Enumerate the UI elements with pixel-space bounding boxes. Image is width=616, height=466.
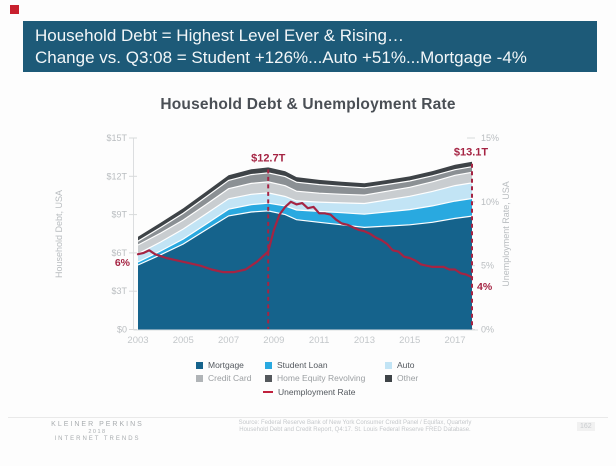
right-tick-label: 15% — [481, 133, 499, 143]
source-line-1: Source: Federal Reserve Bank of New York… — [238, 420, 472, 426]
brand-year: 2018 — [88, 429, 107, 435]
brand-accent-square — [10, 5, 19, 14]
x-tick-label: 2017 — [444, 335, 465, 346]
unemployment-line — [136, 200, 474, 279]
footer-divider — [8, 417, 608, 418]
band-separator — [137, 182, 473, 255]
chart-title: Household Debt & Unemployment Rate — [160, 96, 456, 113]
annotation-peak-q417: $13.1T — [454, 147, 489, 159]
legend-label: Mortgage — [208, 360, 244, 370]
brand-block: KLEINER PERKINS 2018 INTERNET TRENDS — [35, 421, 160, 442]
legend-label: Unemployment Rate — [278, 387, 356, 397]
legend-swatch — [196, 374, 203, 382]
x-tick-label: 2005 — [173, 335, 194, 346]
legend-item-home-equity-revolving: Home Equity Revolving — [265, 373, 365, 383]
legend-swatch — [265, 374, 272, 382]
right-tick-label: 10% — [481, 197, 499, 207]
area-other — [138, 161, 472, 242]
left-axis-title: Household Debt, USA — [54, 190, 64, 278]
left-tick-label: $3T — [111, 286, 127, 296]
source-line-2: Household Debt and Credit Report, Q4:17.… — [239, 427, 471, 433]
band-separator — [137, 210, 473, 266]
area-credit-card — [138, 172, 472, 254]
left-tick-label: $12T — [106, 171, 127, 181]
page-number: 162 — [577, 422, 595, 431]
legend-swatch — [385, 374, 392, 382]
x-tick-label: 2015 — [399, 335, 420, 346]
legend-swatch — [265, 361, 272, 369]
left-tick-label: $6T — [111, 248, 127, 258]
brand-report: INTERNET TRENDS — [54, 436, 141, 442]
x-tick-label: 2009 — [263, 335, 284, 346]
brand-name: KLEINER PERKINS — [51, 421, 144, 428]
legend-item-other: Other — [385, 373, 418, 383]
legend-swatch — [385, 361, 392, 369]
legend-item-auto: Auto — [385, 360, 415, 370]
headline-banner: Household Debt = Highest Level Ever & Ri… — [23, 21, 597, 72]
x-tick-label: 2003 — [127, 335, 148, 346]
headline-line-2: Change vs. Q3:08 = Student +126%...Auto … — [35, 48, 527, 67]
area-auto — [138, 182, 472, 262]
legend-line-swatch — [263, 390, 273, 394]
band-separator — [137, 197, 473, 263]
legend-item-mortgage: Mortgage — [196, 360, 244, 370]
legend-label: Auto — [397, 360, 415, 370]
legend-item-student-loan: Student Loan — [265, 360, 328, 370]
legend-swatch — [196, 361, 203, 369]
headline-line-1: Household Debt = Highest Level Ever & Ri… — [35, 26, 404, 45]
x-tick-label: 2013 — [354, 335, 375, 346]
legend-label: Home Equity Revolving — [277, 373, 366, 383]
left-tick-label: $0 — [117, 325, 127, 335]
band-separator — [137, 166, 473, 242]
legend-label: Other — [397, 373, 419, 383]
source-note: Source: Federal Reserve Bank of New York… — [225, 420, 485, 434]
annotation-peak-q308: $12.7T — [251, 152, 286, 164]
band-separator — [137, 171, 473, 246]
right-axis-title: Unemployment Rate, USA — [501, 181, 511, 287]
area-student-loan — [138, 198, 472, 265]
right-tick-label: 5% — [481, 261, 494, 271]
axis-frame — [133, 138, 478, 331]
x-tick-label: 2011 — [309, 335, 329, 346]
annotation-line-end: 4% — [477, 281, 493, 293]
x-tick-label: 2007 — [218, 335, 239, 346]
legend-label: Credit Card — [208, 373, 252, 383]
annotation-line-start: 6% — [115, 257, 131, 269]
left-tick-label: $9T — [111, 210, 127, 220]
legend-item-credit-card: Credit Card — [196, 373, 251, 383]
legend-item-unemployment-rate: Unemployment Rate — [263, 387, 355, 397]
legend-label: Student Loan — [277, 360, 328, 370]
left-tick-label: $15T — [106, 133, 127, 143]
right-tick-label: 0% — [481, 325, 494, 335]
area-mortgage — [138, 210, 472, 330]
